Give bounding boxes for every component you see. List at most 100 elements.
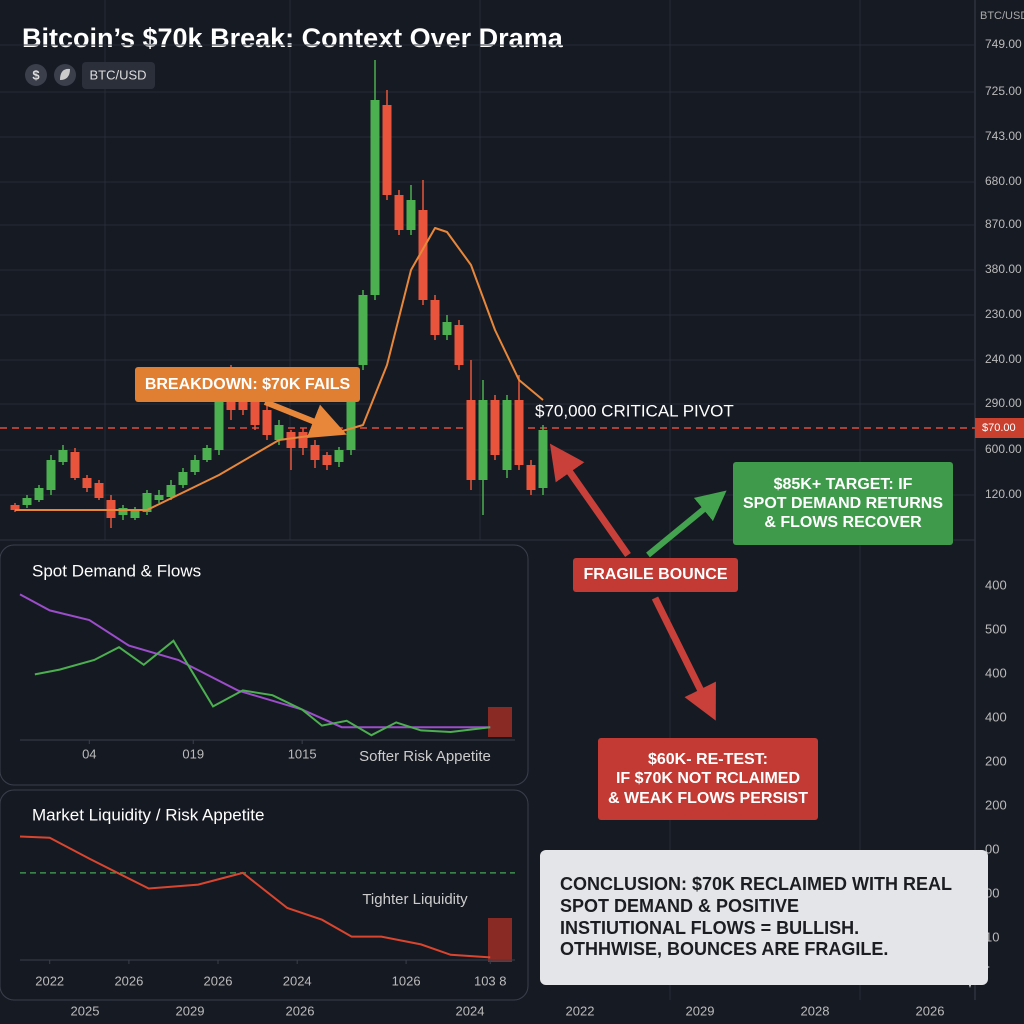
y-tick-label: 743.00 bbox=[985, 129, 1022, 143]
candle-body bbox=[310, 445, 320, 460]
candle-body bbox=[346, 400, 356, 450]
y-tick-label: 870.00 bbox=[985, 217, 1022, 231]
candle-body bbox=[490, 400, 500, 455]
callout-text: & WEAK FLOWS PERSIST bbox=[608, 789, 808, 807]
bounce-callout: FRAGILE BOUNCE bbox=[573, 558, 738, 592]
candle-body bbox=[22, 498, 32, 505]
candle-body bbox=[250, 400, 260, 425]
candle-body bbox=[274, 425, 284, 440]
bottom-axis-label: 2024 bbox=[456, 1003, 485, 1018]
bottom-axis-label: 2028 bbox=[801, 1003, 830, 1018]
y-axis-label: BTC/USD bbox=[980, 10, 1024, 22]
arrow bbox=[651, 596, 716, 721]
pivot-label: $70,000 CRITICAL PIVOT bbox=[535, 401, 734, 420]
arrow bbox=[263, 399, 347, 439]
callout-text: BREAKDOWN: $70K FAILS bbox=[144, 375, 351, 393]
conclusion-box: CONCLUSION: $70K RECLAIMED WITH REAL SPOT… bbox=[540, 850, 988, 985]
candle-body bbox=[382, 105, 392, 195]
title: Bitcoin’s $70k Break: Context Over Drama bbox=[22, 23, 564, 53]
x-tick-label: 04 bbox=[82, 746, 96, 761]
panel-annotation: Tighter Liquidity bbox=[362, 891, 468, 908]
right-axis-label: 10 bbox=[985, 929, 999, 944]
pivot-badge-label: $70.00 bbox=[982, 422, 1016, 434]
candle-body bbox=[238, 400, 248, 410]
candle-body bbox=[334, 450, 344, 462]
callout-text: IF $70K NOT RCLAIMED bbox=[615, 770, 800, 788]
y-tick-label: 749.00 bbox=[985, 37, 1022, 51]
arrow bbox=[549, 443, 631, 558]
right-axis-label: 00 bbox=[985, 885, 999, 900]
series-line bbox=[19, 593, 491, 729]
candle-body bbox=[502, 400, 512, 470]
candle-body bbox=[478, 400, 488, 480]
y-tick-label: 240.00 bbox=[985, 352, 1022, 366]
candle-body bbox=[538, 430, 548, 488]
candle-body bbox=[226, 395, 236, 410]
leaf-icon bbox=[60, 68, 70, 80]
candle-body bbox=[370, 100, 380, 295]
right-axis-label: 400 bbox=[985, 577, 1007, 592]
candle-body bbox=[142, 493, 152, 512]
callout-text: $60K- RE-TEST: bbox=[647, 751, 769, 769]
right-axis-label: 500 bbox=[985, 621, 1007, 636]
retest-callout: $60K- RE-TEST: IF $70K NOT RCLAIMED & WEAK… bbox=[598, 738, 818, 820]
candle-body bbox=[202, 448, 212, 460]
panel-title: Spot Demand & Flows bbox=[32, 561, 201, 580]
candle-body bbox=[82, 478, 92, 488]
conclusion-text: SPOT DEMAND & POSITIVE bbox=[560, 895, 800, 916]
y-tick-label: 725.00 bbox=[985, 84, 1022, 98]
icon bbox=[25, 64, 47, 86]
right-axis-label: 00 bbox=[985, 841, 999, 856]
candle-body bbox=[130, 510, 140, 518]
candle-body bbox=[514, 400, 524, 465]
callout-text: $85K+ TARGET: IF bbox=[773, 475, 913, 493]
candle-body bbox=[190, 460, 200, 472]
y-tick-label: 290.00 bbox=[985, 396, 1022, 410]
y-tick-label: 230.00 bbox=[985, 307, 1022, 321]
candle-body bbox=[118, 508, 128, 515]
right-axis-label: 400 bbox=[985, 665, 1007, 680]
right-axis-label: 200 bbox=[985, 797, 1007, 812]
bottom-axis-label: 2029 bbox=[176, 1003, 205, 1018]
y-tick-label: 380.00 bbox=[985, 262, 1022, 276]
callout-text: FRAGILE BOUNCE bbox=[583, 566, 728, 584]
candle-body bbox=[262, 410, 272, 435]
x-tick-label: 2022 bbox=[35, 973, 64, 988]
conclusion-text: OTHHWISE, BOUNCES ARE FRAGILE. bbox=[560, 939, 889, 960]
y-tick-label: 680.00 bbox=[985, 174, 1022, 188]
right-axis-label: 200 bbox=[985, 753, 1007, 768]
conclusion-text: CONCLUSION: $70K RECLAIMED WITH REAL bbox=[560, 874, 953, 895]
panel-frame bbox=[0, 544, 529, 786]
bottom-axis-label: 2026 bbox=[916, 1003, 945, 1018]
marks: 749.00 725.00 743.00 680.00 870.00 380.00 230.… bbox=[0, 37, 1022, 988]
bottom-axis-label: 2029 bbox=[686, 1003, 715, 1018]
callout-text: SPOT DEMAND RETURNS bbox=[742, 494, 943, 512]
symbol-chip bbox=[82, 62, 155, 89]
panel-frame bbox=[0, 789, 529, 1001]
candle-body bbox=[442, 322, 452, 335]
symbol: BTC/USD bbox=[89, 67, 146, 82]
candle-body bbox=[178, 472, 188, 485]
breakdown-callout: BREAKDOWN: $70K FAILS bbox=[135, 367, 360, 402]
candle-body bbox=[166, 485, 176, 497]
panel-title: Market Liquidity / Risk Appetite bbox=[32, 805, 264, 824]
candle-body bbox=[526, 465, 536, 490]
candle-body bbox=[214, 400, 224, 450]
candle-body bbox=[94, 483, 104, 498]
bottom-axis-label: 2025 bbox=[71, 1003, 100, 1018]
x-tick-label: 2026 bbox=[114, 973, 143, 988]
icon-label: $ bbox=[32, 67, 40, 82]
x-tick-label: 019 bbox=[182, 746, 204, 761]
highlight-block bbox=[488, 707, 512, 737]
callout-text: & FLOWS RECOVER bbox=[764, 514, 922, 532]
pivot-badge bbox=[975, 418, 1024, 438]
candle-body bbox=[454, 325, 464, 365]
series-line bbox=[19, 835, 491, 959]
panel-annotation: Softer Risk Appetite bbox=[359, 748, 491, 765]
candle-body bbox=[394, 195, 404, 230]
bottom-axis-label: 2022 bbox=[566, 1003, 595, 1018]
candle-body bbox=[34, 488, 44, 500]
candle-body bbox=[298, 432, 308, 448]
